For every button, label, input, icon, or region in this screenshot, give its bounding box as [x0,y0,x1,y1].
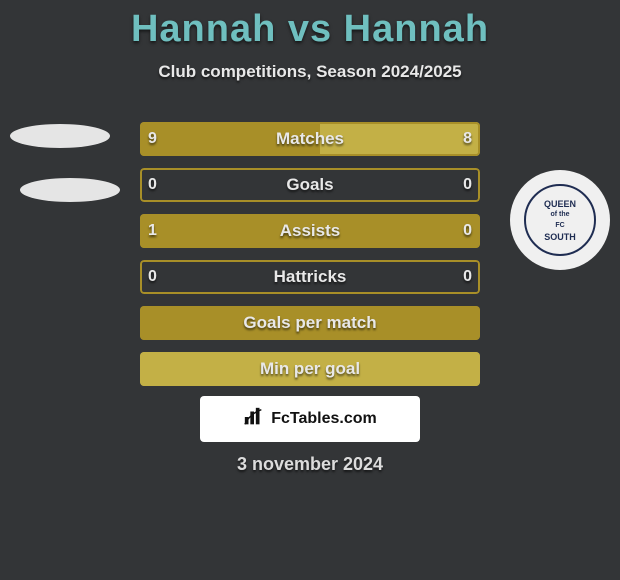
stat-value-left: 0 [148,168,157,202]
page-subtitle: Club competitions, Season 2024/2025 [0,62,620,82]
stat-label: Assists [140,214,480,248]
team-right-badge: QUEEN of the FC SOUTH [510,170,610,270]
stat-label: Goals per match [140,306,480,340]
stat-label: Matches [140,122,480,156]
team-left-placeholder-2 [20,178,120,202]
stat-row: Goals0 0 [140,168,480,202]
stat-label: Goals [140,168,480,202]
stat-row: Matches9 8 [140,122,480,156]
badge-left: of the [550,210,569,220]
team-right-badge-text: QUEEN of the FC SOUTH [524,184,596,256]
stat-value-right: 0 [463,168,472,202]
stat-label: Hattricks [140,260,480,294]
stat-row: Goals per match [140,306,480,340]
source-logo-box: FcTables.com [200,396,420,442]
stat-value-right: 0 [463,260,472,294]
badge-center: FC [555,221,564,231]
stat-value-left: 1 [148,214,157,248]
stat-value-left: 9 [148,122,157,156]
stat-value-left: 0 [148,260,157,294]
team-left-placeholder-1 [10,124,110,148]
source-logo-text: FcTables.com [271,410,377,428]
stat-row: Assists1 0 [140,214,480,248]
comparison-infographic: Hannah vs Hannah Club competitions, Seas… [0,0,620,580]
chart-bars-icon [243,406,265,433]
stat-value-right: 8 [463,122,472,156]
stat-value-right: 0 [463,214,472,248]
stat-row: Hattricks0 0 [140,260,480,294]
stat-label: Min per goal [140,352,480,386]
page-title: Hannah vs Hannah [0,8,620,51]
badge-top: QUEEN [544,199,576,209]
stat-row: Min per goal [140,352,480,386]
snapshot-date: 3 november 2024 [0,454,620,475]
stat-bars: Matches98Goals00Assists10Hattricks00Goal… [140,122,480,398]
badge-right: SOUTH [544,232,576,242]
